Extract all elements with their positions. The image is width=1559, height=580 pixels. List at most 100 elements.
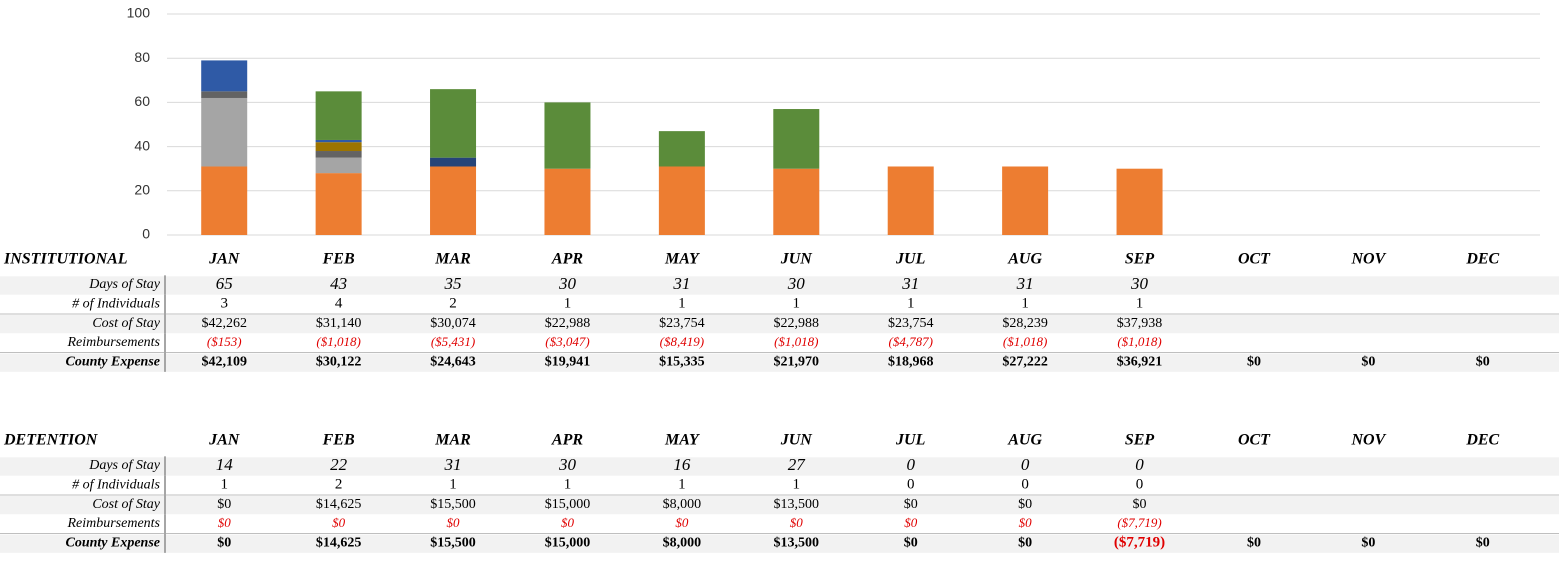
cell: $8,000 [663,497,702,512]
cell: $22,988 [774,316,820,331]
row-label: # of Individuals [72,297,160,312]
row-band [0,457,1559,476]
x-tick-label: DEC [1465,251,1499,268]
month-header: JAN [208,432,241,449]
cell: 4 [335,296,343,312]
row-label: Days of Stay [88,277,161,292]
cell: $0 [217,497,231,512]
cell: 1 [220,477,228,493]
cell: $0 [1019,515,1033,530]
x-tick-label: JAN [208,251,241,268]
bar-segment [1002,166,1049,235]
cell: $21,970 [774,354,820,369]
cell: $28,239 [1002,316,1048,331]
cell: ($1,018) [774,334,818,349]
cell: 30 [558,455,577,474]
cell: ($5,431) [431,334,475,349]
cell: $36,921 [1117,354,1163,369]
y-tick-label: 20 [134,182,150,198]
row-band [0,534,1559,553]
cell: $30,074 [430,316,476,331]
x-tick-label: OCT [1238,251,1271,268]
bar-segment [544,102,591,169]
row-label: Cost of Stay [92,316,160,331]
row-band [0,314,1559,334]
cell: 16 [673,455,691,474]
cell: 0 [1021,455,1030,474]
cell: $0 [217,535,231,550]
month-header: JUN [780,432,814,449]
cell: $14,625 [316,497,362,512]
cell: 1 [564,296,572,312]
cell: 31 [901,274,919,293]
x-tick-label: MAY [664,251,700,268]
cell: 2 [335,477,343,493]
bar-segment [315,151,362,158]
cell: 31 [444,455,462,474]
x-tick-label: AUG [1007,251,1042,268]
bar-segment [544,168,591,235]
bar-segment [315,142,362,152]
cell: $15,335 [659,354,705,369]
bar-segment [315,157,362,174]
cell: ($3,047) [545,334,589,349]
cell: 1 [449,477,457,493]
table-title: INSTITUTIONAL [3,251,128,268]
cell: ($1,018) [1117,334,1161,349]
cell: $42,109 [201,354,247,369]
cell: $0 [1361,354,1375,369]
cell: 1 [564,477,572,493]
month-header: APR [551,432,583,449]
cell: 1 [678,477,686,493]
bar-segment [658,166,705,235]
x-tick-label: SEP [1125,251,1155,268]
cell: $15,500 [430,497,476,512]
cell: 0 [1136,477,1144,493]
month-header: OCT [1238,432,1271,449]
row-label: Days of Stay [88,458,161,473]
bar-segment [201,91,248,98]
cell: ($4,787) [888,334,932,349]
cell: $0 [218,515,232,530]
cell: $30,122 [316,354,362,369]
cell: $15,000 [545,497,591,512]
month-header: MAR [434,432,471,449]
cell: $13,500 [774,497,820,512]
month-header: JUL [895,432,926,449]
row-label: Cost of Stay [92,497,160,512]
month-header: NOV [1350,432,1386,449]
bar-segment [315,173,362,235]
cell: $31,140 [316,316,362,331]
y-tick-label: 100 [127,5,151,21]
cell: 1 [793,477,801,493]
cell: 30 [787,274,806,293]
cell: $15,500 [430,535,476,550]
row-band [0,276,1559,295]
row-label: County Expense [65,354,160,369]
cell: 14 [216,455,234,474]
cell: $0 [904,497,918,512]
cell: 35 [444,274,462,293]
x-tick-label: FEB [322,251,355,268]
row-band [0,495,1559,515]
cell: $0 [1018,535,1032,550]
bar-segment [201,166,248,235]
x-tick-label: APR [551,251,583,268]
cell: 30 [558,274,577,293]
cell: 1 [1136,296,1144,312]
cell: $0 [675,515,689,530]
bar-segment [773,168,820,235]
x-tick-label: JUN [780,251,814,268]
row-label: Reimbursements [66,335,160,350]
bar-segment [201,97,248,167]
cell: 43 [330,274,347,293]
y-tick-label: 60 [134,93,150,109]
y-tick-label: 0 [142,226,150,242]
y-tick-label: 40 [134,137,150,153]
cell: ($153) [207,334,242,349]
cell: $0 [447,515,461,530]
cell: 1 [793,296,801,312]
cell: $23,754 [888,316,934,331]
month-header: SEP [1125,432,1155,449]
